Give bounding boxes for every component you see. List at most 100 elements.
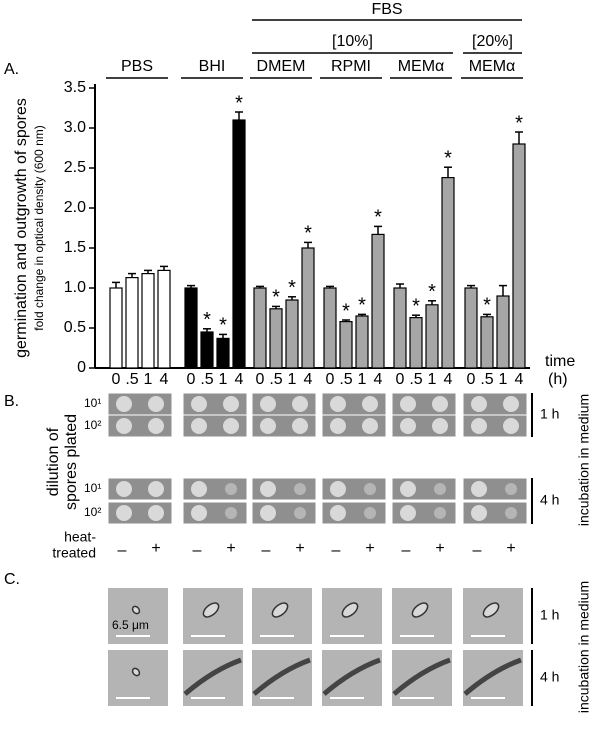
bar <box>496 295 510 369</box>
significance-star: * <box>358 295 366 317</box>
y-tick-label: 2.5 <box>64 159 86 176</box>
significance-star: * <box>203 309 211 331</box>
significance-star: * <box>272 287 280 309</box>
spore-spot <box>471 418 487 434</box>
micrograph <box>392 650 452 706</box>
spore-spot <box>260 418 276 434</box>
dilution-label: 10¹ <box>84 396 101 410</box>
significance-star: * <box>515 112 523 134</box>
x-tick-label: 0 <box>187 371 196 388</box>
significance-star: * <box>412 295 420 317</box>
spore-spot <box>191 396 207 412</box>
y-tick-label: 0 <box>77 359 86 376</box>
spore-spot <box>330 481 346 497</box>
spore-spot <box>148 481 164 497</box>
filament <box>392 657 451 696</box>
micrograph <box>463 650 523 706</box>
spore-spot <box>191 505 207 521</box>
spore-spot <box>471 481 487 497</box>
treatment-sign: – <box>473 542 482 559</box>
side-label: incubation in medium <box>576 581 592 713</box>
spore-spot <box>471 505 487 521</box>
side-label: incubation in medium <box>576 394 592 526</box>
group-header: [10%] <box>332 33 373 50</box>
group-label: PBS <box>121 58 153 75</box>
treatment-sign: – <box>402 542 411 559</box>
bar <box>425 304 439 369</box>
spore-spot <box>292 396 308 412</box>
x-tick-label: 4 <box>515 371 524 388</box>
x-tick-label: 4 <box>374 371 383 388</box>
x-tick-label: 4 <box>444 371 453 388</box>
bar <box>216 337 230 369</box>
treatment-sign: + <box>435 540 444 557</box>
treatment-sign: – <box>193 542 202 559</box>
cell <box>131 605 141 615</box>
significance-star: * <box>304 223 312 245</box>
bar <box>200 331 214 369</box>
bar <box>184 287 198 369</box>
spore-spot <box>223 396 239 412</box>
x-tick-label: 0 <box>467 371 476 388</box>
micrograph <box>252 650 312 706</box>
bar <box>109 287 123 369</box>
spore-spot <box>400 505 416 521</box>
bar <box>323 287 337 369</box>
row-title: dilution of <box>45 427 62 496</box>
bar <box>141 273 155 369</box>
micrograph <box>463 588 523 644</box>
x-tick-label: 0 <box>396 371 405 388</box>
x-axis-title: time <box>545 353 575 370</box>
spore-spot <box>223 418 239 434</box>
micrograph <box>392 588 452 644</box>
spore-spot <box>362 396 378 412</box>
group-header: [20%] <box>472 33 513 50</box>
x-tick-label: .5 <box>200 371 213 388</box>
significance-star: * <box>444 147 452 169</box>
spore-spot <box>330 418 346 434</box>
x-tick-label: 1 <box>219 371 228 388</box>
treatment-sign: + <box>506 540 515 557</box>
bar <box>371 233 385 369</box>
treatment-sign: – <box>118 542 127 559</box>
row-title: spores plated <box>63 414 80 510</box>
spore-spot <box>434 483 446 495</box>
significance-star: * <box>342 300 350 322</box>
panel-label: A. <box>4 61 19 78</box>
spore-spot <box>148 418 164 434</box>
micrograph <box>322 650 382 706</box>
x-tick-label: .5 <box>269 371 282 388</box>
bar <box>157 269 171 369</box>
micrograph <box>252 588 312 644</box>
x-tick-label: 1 <box>144 371 153 388</box>
bar <box>269 308 283 369</box>
treatment-sign: – <box>332 542 341 559</box>
bar <box>355 315 369 369</box>
significance-star: * <box>483 295 491 317</box>
spore-spot <box>148 505 164 521</box>
dilution-label: 10² <box>84 505 101 519</box>
group-label: MEMα <box>469 58 516 75</box>
spore-spot <box>400 418 416 434</box>
dilution-label: 10² <box>84 418 101 432</box>
significance-star: * <box>219 315 227 337</box>
bar <box>409 317 423 369</box>
filament <box>322 657 381 696</box>
spore-spot <box>362 418 378 434</box>
bar <box>464 287 478 369</box>
spore-spot <box>432 418 448 434</box>
significance-star: * <box>288 277 296 299</box>
spore-spot <box>191 481 207 497</box>
x-tick-label: 1 <box>499 371 508 388</box>
x-tick-label: 0 <box>326 371 335 388</box>
spore-spot <box>330 396 346 412</box>
y-tick-label: 3.0 <box>64 119 86 136</box>
spore-spot <box>505 507 517 519</box>
treatment-sign: + <box>365 540 374 557</box>
micrograph <box>108 588 168 644</box>
spore-spot <box>330 505 346 521</box>
spore-spot <box>471 396 487 412</box>
spore-spot <box>364 483 376 495</box>
micrograph <box>322 588 382 644</box>
